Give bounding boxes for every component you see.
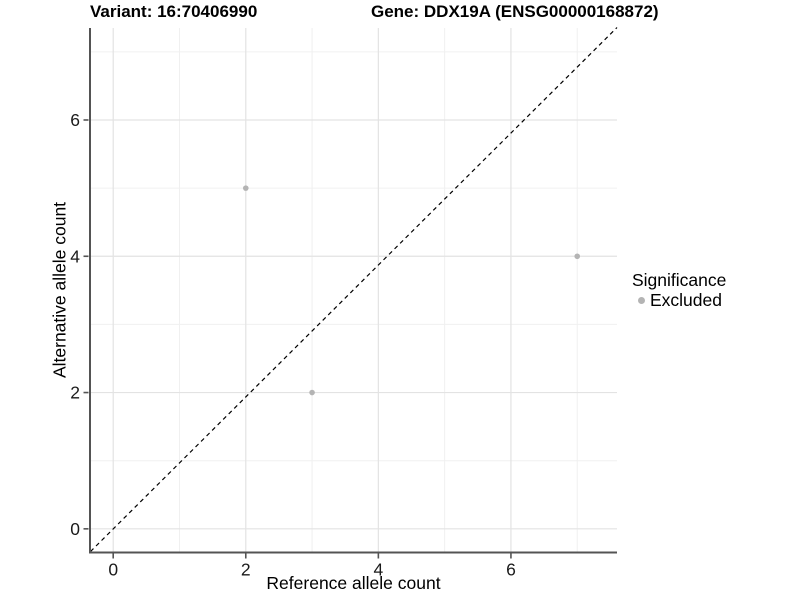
y-tick-label: 2 — [70, 383, 80, 403]
x-tick-label: 4 — [373, 560, 383, 580]
data-point — [309, 389, 315, 396]
legend-item-label: Excluded — [650, 289, 722, 310]
y-axis-title: Alternative allele count — [49, 201, 70, 379]
legend: Significance Excluded — [632, 270, 726, 310]
legend-title: Significance — [632, 270, 727, 290]
y-tick-label: 6 — [70, 110, 80, 130]
x-tick-label: 6 — [506, 560, 516, 580]
variant-title: Variant: 16:70406990 — [90, 2, 258, 21]
x-tick-label: 0 — [108, 560, 118, 580]
identity-reference-line — [90, 27, 618, 552]
y-tick-label: 4 — [70, 246, 80, 266]
data-point — [242, 185, 249, 191]
x-tick-label: 2 — [241, 560, 251, 580]
data-point — [574, 253, 581, 260]
gene-title: Gene: DDX19A (ENSG00000168872) — [371, 2, 659, 21]
excluded-point-swatch-icon — [638, 296, 645, 304]
legend-item-excluded: Excluded — [632, 290, 726, 310]
x-axis-title: Reference allele count — [266, 573, 441, 593]
y-tick-label: 0 — [70, 519, 80, 539]
